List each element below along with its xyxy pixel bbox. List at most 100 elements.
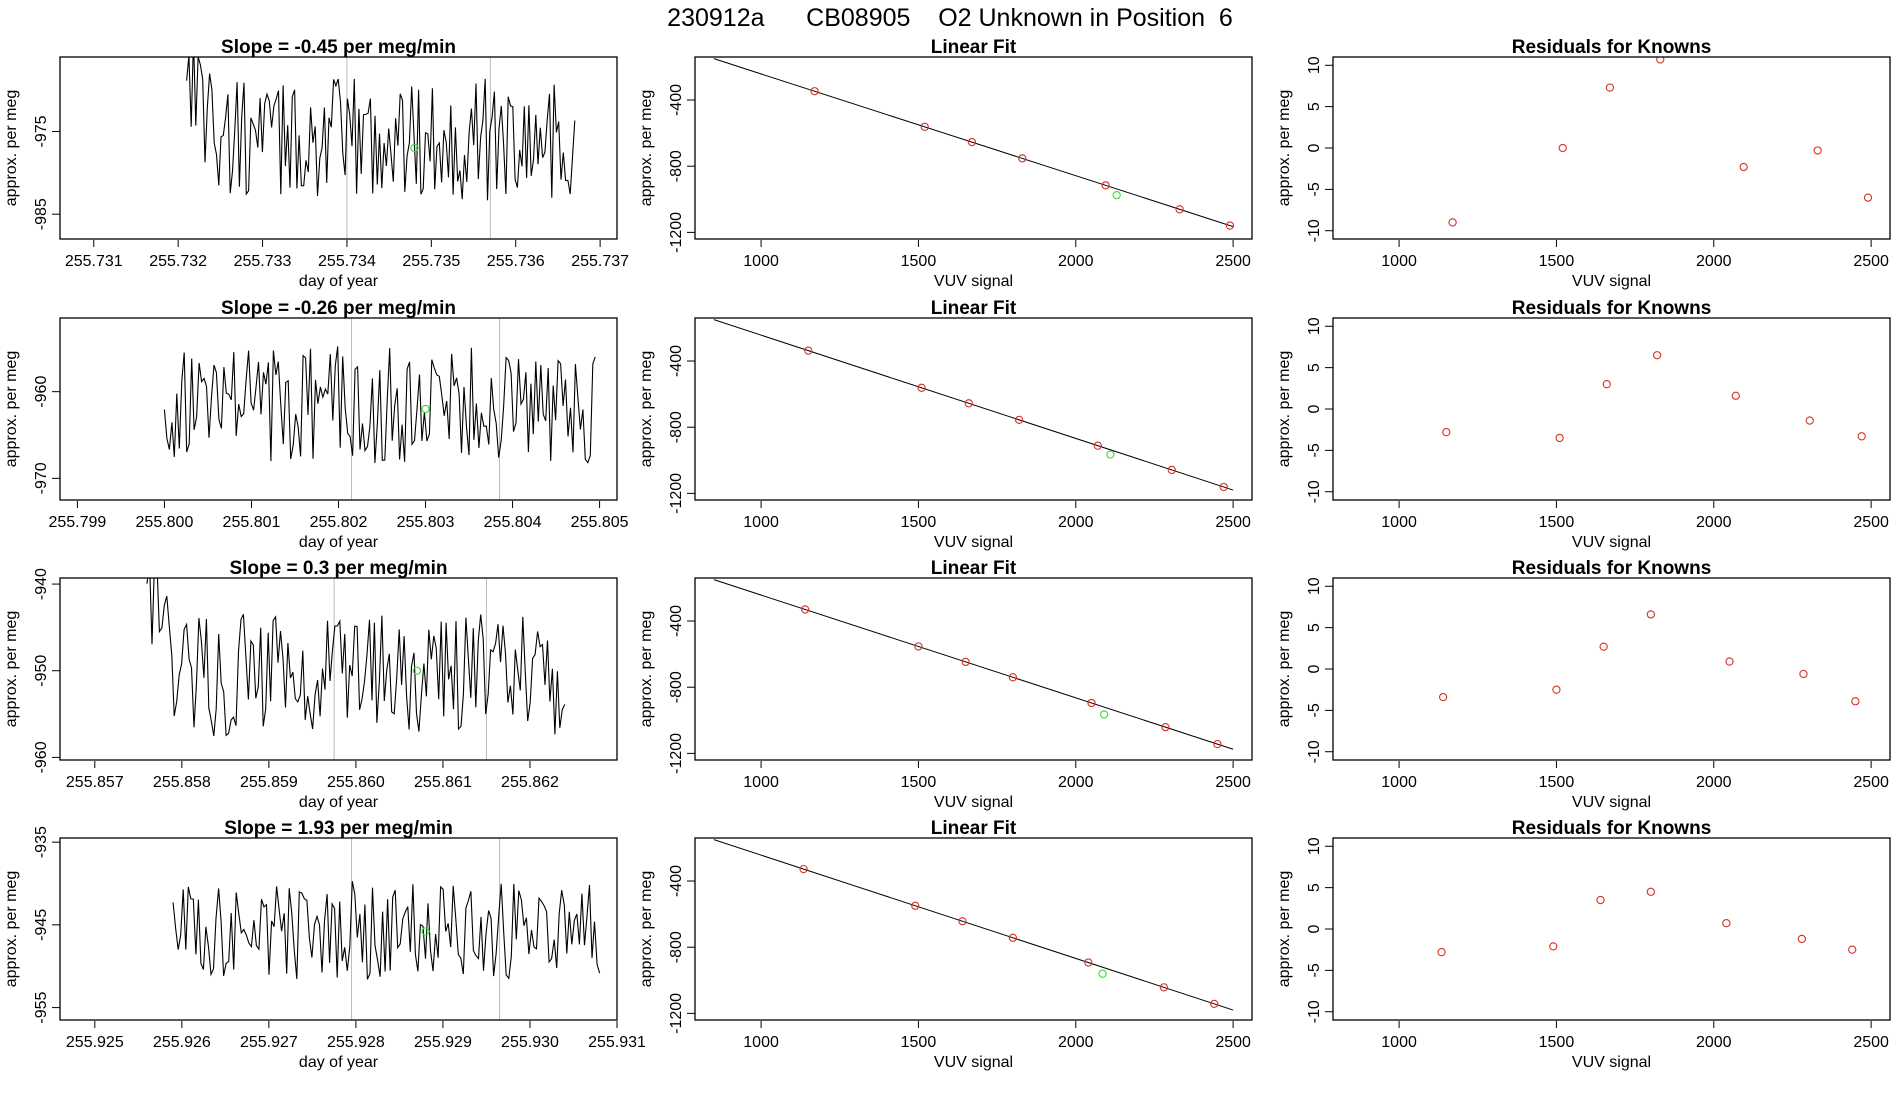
x-tick-label: 255.735: [402, 253, 460, 270]
y-tick-label: -10: [1306, 480, 1323, 503]
x-tick-label: 255.731: [65, 253, 123, 270]
panel-title: Linear Fit: [931, 298, 1017, 319]
figure-suptitle: 230912a CB08905 O2 Unknown in Position 6: [667, 4, 1233, 32]
residual-point: [1851, 697, 1860, 706]
x-tick-label: 255.928: [327, 1034, 385, 1051]
plot-area: [1437, 887, 1857, 957]
y-tick-label: 0: [1306, 664, 1323, 673]
x-tick-label: 2000: [1696, 1034, 1732, 1051]
x-tick-label: 1000: [743, 514, 779, 531]
panel-title: Residuals for Knowns: [1512, 558, 1712, 579]
panel-9: Residuals for Knowns 1000 1500 2000 2500 10 5 0…: [1276, 558, 1891, 811]
known-point: [1018, 154, 1027, 163]
fit-line: [713, 839, 1234, 1011]
y-tick-label: 10: [1306, 317, 1323, 335]
known-point: [1219, 482, 1228, 492]
panel-title: Slope = -0.26 per meg/min: [221, 298, 456, 319]
known-point: [958, 917, 967, 926]
y-axis-label: approx. per meg: [1276, 351, 1293, 468]
residual-point: [1848, 945, 1857, 954]
plot-area: [713, 839, 1234, 1011]
x-axis-label: VUV signal: [1572, 1054, 1651, 1071]
panel-8: Linear Fit 1000 1500 2000 2500 -400 -800 -1200 V…: [638, 558, 1253, 811]
x-tick-label: 255.732: [149, 253, 207, 270]
y-tick-label: -800: [668, 671, 685, 703]
known-point: [964, 399, 973, 408]
panel-2: Linear Fit 1000 1500 2000 2500 -400 -800 -1200 V…: [638, 37, 1253, 290]
panel-title: Residuals for Knowns: [1512, 37, 1712, 58]
y-axis-label: approx. per meg: [1276, 90, 1293, 207]
known-point: [799, 864, 808, 874]
residual-point: [1805, 416, 1814, 425]
known-point: [1008, 933, 1017, 942]
panel-5: Linear Fit 1000 1500 2000 2500 -400 -800 -1200 V…: [638, 298, 1253, 551]
y-tick-label: -960: [33, 741, 50, 773]
known-point: [961, 657, 970, 667]
residual-point: [1552, 685, 1561, 694]
residual-point: [1652, 351, 1662, 360]
x-tick-label: 1500: [901, 253, 937, 270]
x-tick-label: 1000: [1381, 253, 1417, 270]
known-point: [911, 901, 920, 910]
x-tick-label: 255.800: [136, 514, 194, 531]
plot-frame: [59, 577, 618, 761]
x-tick-label: 2500: [1215, 774, 1251, 791]
y-tick-label: 0: [1306, 924, 1323, 933]
unknown-point: [1099, 710, 1109, 719]
unknown-point: [412, 666, 421, 675]
y-axis-label: approx. per meg: [3, 871, 20, 988]
known-point: [1093, 441, 1102, 450]
x-tick-label: 255.736: [487, 253, 545, 270]
y-tick-label: -5: [1306, 443, 1323, 457]
known-point: [914, 642, 923, 651]
y-tick-label: 5: [1306, 363, 1323, 372]
y-tick-label: -5: [1306, 703, 1323, 717]
panel-title: Slope = 0.3 per meg/min: [229, 558, 447, 579]
y-axis-label: approx. per meg: [3, 90, 20, 207]
known-point: [917, 383, 926, 392]
y-tick-label: -975: [33, 115, 50, 147]
x-axis-label: VUV signal: [1572, 794, 1651, 811]
residual-point: [1799, 669, 1808, 679]
known-point: [810, 87, 819, 96]
x-tick-label: 2000: [1058, 514, 1094, 531]
plot-frame: [1332, 837, 1891, 1021]
x-tick-label: 2500: [1215, 514, 1251, 531]
residual-point: [1599, 642, 1608, 651]
x-tick-label: 2500: [1853, 514, 1889, 531]
y-tick-label: -1200: [668, 473, 685, 514]
known-point: [800, 605, 810, 614]
panel-12: Residuals for Knowns 1000 1500 2000 2500 10 5 0…: [1276, 818, 1891, 1071]
residual-point: [1739, 162, 1748, 172]
panel-title: Linear Fit: [931, 37, 1017, 58]
x-tick-label: 255.737: [571, 253, 629, 270]
residual-point: [1442, 428, 1451, 437]
fit-line: [713, 58, 1234, 228]
residual-point: [1602, 380, 1611, 389]
y-tick-label: -400: [668, 84, 685, 116]
residual-point: [1813, 146, 1822, 155]
x-tick-label: 255.857: [66, 774, 124, 791]
y-axis-label: approx. per meg: [638, 871, 655, 988]
y-tick-label: -935: [33, 826, 50, 858]
x-tick-label: 1500: [901, 1034, 937, 1051]
y-tick-label: -5: [1306, 182, 1323, 196]
unknown-point: [1098, 969, 1107, 978]
residual-point: [1558, 143, 1567, 153]
x-tick-label: 255.862: [501, 774, 559, 791]
data-series-line: [163, 346, 596, 464]
residual-point: [1722, 919, 1731, 928]
y-axis-label: approx. per meg: [638, 351, 655, 468]
residual-point: [1596, 895, 1605, 905]
y-tick-label: -1200: [668, 993, 685, 1034]
panel-title: Residuals for Knowns: [1512, 818, 1712, 839]
plot-frame: [694, 56, 1253, 240]
x-axis-label: VUV signal: [934, 794, 1013, 811]
plot-area: [186, 57, 576, 239]
known-point: [1161, 722, 1170, 732]
plot-frame: [59, 317, 618, 501]
residual-point: [1731, 391, 1740, 400]
x-tick-label: 255.734: [318, 253, 376, 270]
unknown-point: [421, 404, 430, 414]
